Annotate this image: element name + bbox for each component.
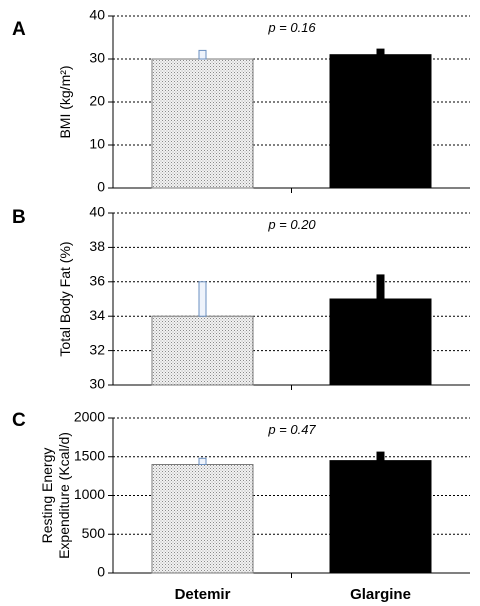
y-axis-title: Resting EnergyExpenditure (Kcal/d) [39,432,72,559]
bar-detemir [151,58,254,189]
bar-glargine [329,54,432,189]
y-tick-label: 30 [89,50,105,66]
panel-a: A 0 10 20 30 40 BMI (kg/m²) p = 0.16 [12,7,470,195]
y-tick-label: 36 [89,273,105,289]
p-value-annotation: p = 0.16 [267,20,316,35]
error-bar-detemir [198,49,207,60]
y-tick-label: 500 [82,525,106,541]
y-tick-label: 38 [89,238,105,254]
p-value-annotation: p = 0.20 [267,217,316,232]
y-tick-label: 0 [97,564,105,580]
y-axis-title-line: Expenditure (Kcal/d) [56,432,72,559]
error-bar-glargine [376,48,385,56]
x-category-label-glargine: Glargine [350,586,411,603]
y-axis-title: Total Body Fat (%) [57,241,73,356]
bar-detemir [151,464,254,574]
error-bar-detemir [198,281,207,317]
error-bar-glargine [376,451,385,462]
y-tick-label: 34 [89,307,105,323]
y-tick-label: 1500 [74,447,105,463]
x-category-label-detemir: Detemir [175,586,231,603]
bar-glargine [329,298,432,386]
y-tick-label: 40 [89,7,105,23]
y-tick-label: 10 [89,136,105,152]
error-bar-glargine [376,274,385,300]
bar-detemir [151,315,254,386]
y-axis-title-line: Resting Energy [39,448,55,544]
panel-letter: B [12,207,26,228]
panel-b: B 30 32 34 36 38 40 Total Body Fat (%) p = 0.20 [12,204,470,392]
y-tick-label: 40 [89,204,105,220]
y-tick-label: 32 [89,341,105,357]
y-tick-label: 30 [89,376,105,392]
y-axis-title: BMI (kg/m²) [57,65,73,138]
error-bar-detemir [198,457,207,465]
bar-glargine [329,460,432,574]
y-tick-label: 0 [97,179,105,195]
y-tick-label: 1000 [74,486,105,502]
y-tick-label: 20 [89,93,105,109]
panel-letter: C [12,410,26,431]
y-tick-label: 2000 [74,409,105,425]
p-value-annotation: p = 0.47 [267,422,316,437]
panel-letter: A [12,19,26,40]
